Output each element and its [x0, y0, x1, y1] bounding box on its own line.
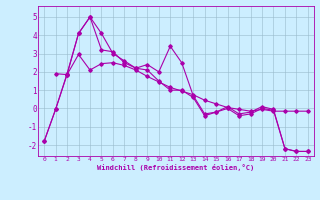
X-axis label: Windchill (Refroidissement éolien,°C): Windchill (Refroidissement éolien,°C): [97, 164, 255, 171]
